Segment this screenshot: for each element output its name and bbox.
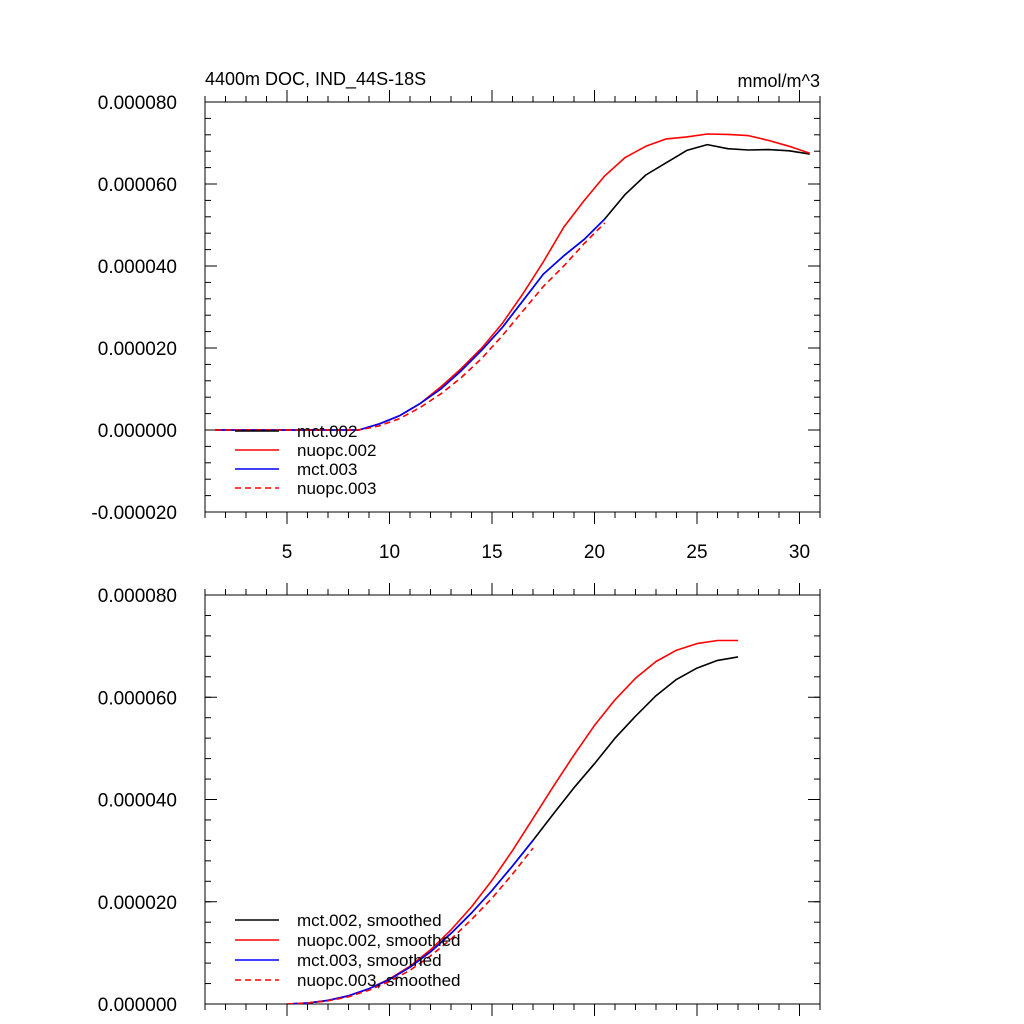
y-tick-label: 0.000080 bbox=[98, 93, 177, 114]
legend-label: nuopc.003 bbox=[297, 479, 376, 498]
x-tick-label: 30 bbox=[789, 542, 810, 563]
y-tick-label: 0.000040 bbox=[98, 257, 177, 278]
y-tick-label: 0.000020 bbox=[98, 893, 177, 914]
x-tick-label: 20 bbox=[584, 542, 605, 563]
y-tick-label: -0.000020 bbox=[91, 503, 177, 524]
x-tick-label: 15 bbox=[481, 542, 502, 563]
legend-label: mct.003 bbox=[297, 460, 357, 479]
chart-panel-2: 0.000000 0.000020 0.000040 0.000060 0.000080… bbox=[98, 583, 821, 1016]
units-label: mmol/m^3 bbox=[738, 71, 820, 91]
legend-label: nuopc.002 bbox=[297, 441, 376, 460]
series-group bbox=[215, 133, 811, 431]
series-line-mct-002 bbox=[215, 143, 810, 431]
series-line-nuopc-003-smoothed bbox=[286, 847, 534, 1004]
x-tick-label: 25 bbox=[686, 542, 707, 563]
x-tick-label: 5 bbox=[282, 542, 293, 563]
legend-label: mct.003, smoothed bbox=[297, 951, 442, 970]
y-tick-label: 0.000060 bbox=[98, 175, 177, 196]
legend-label: mct.002 bbox=[297, 422, 357, 441]
y-tick-label: 0.000020 bbox=[98, 339, 177, 360]
legend-label: mct.002, smoothed bbox=[297, 911, 442, 930]
series-group bbox=[286, 639, 739, 1004]
series-line-nuopc-003 bbox=[215, 222, 606, 431]
x-tick-label: 10 bbox=[379, 542, 400, 563]
y-tick-label: 0.000000 bbox=[98, 995, 177, 1016]
legend-label: nuopc.003, smoothed bbox=[297, 971, 461, 990]
legend-label: nuopc.002, smoothed bbox=[297, 931, 461, 950]
y-tick-label: 0.000000 bbox=[98, 421, 177, 442]
y-tick-label: 0.000040 bbox=[98, 791, 177, 812]
y-tick-label: 0.000080 bbox=[98, 586, 177, 607]
chart-title: 4400m DOC, IND_44S-18S bbox=[205, 69, 426, 90]
series-line-nuopc-002 bbox=[215, 133, 811, 431]
chart-panel-1: -0.000020 0.000000 0.000020 0.000040 0.00006… bbox=[91, 69, 821, 563]
y-tick-label: 0.000060 bbox=[98, 688, 177, 709]
series-line-mct-003 bbox=[215, 218, 606, 431]
